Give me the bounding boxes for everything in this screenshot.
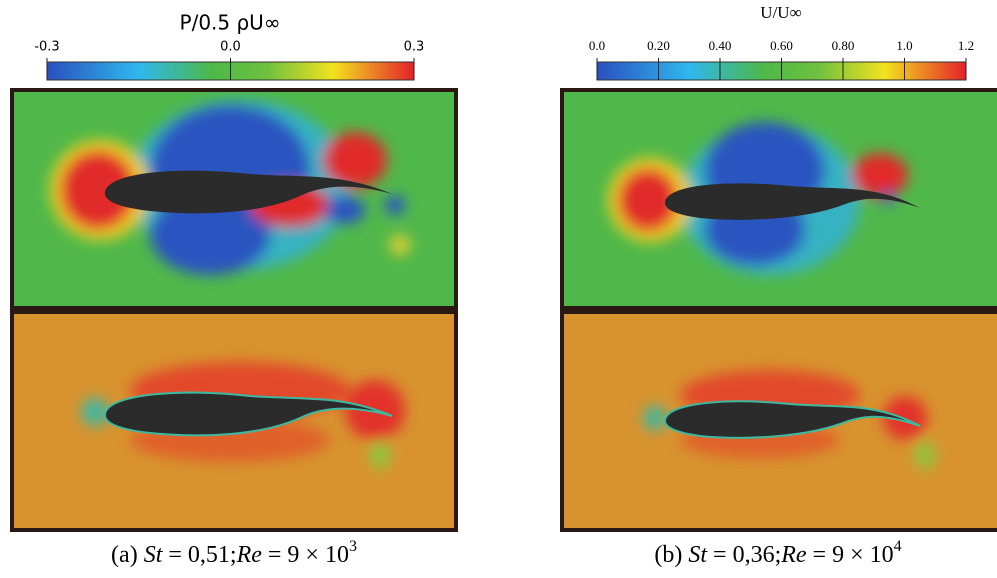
colorbar-tick-label: 1.0 — [896, 38, 912, 53]
caption-value: = 9 × 10 — [268, 542, 349, 568]
colorbar-tick-label: 0.0 — [589, 38, 605, 53]
colorbar-tick-label: 0.0 — [220, 40, 241, 55]
colorbar-tick-label: 0.40 — [709, 38, 732, 53]
pressure-field-top — [10, 88, 458, 310]
velocity-field-bottom — [10, 310, 458, 532]
colorbar-tick-label: 0.60 — [770, 38, 793, 53]
caption-exponent: 3 — [349, 538, 357, 555]
velocity-field-top — [560, 88, 997, 310]
caption: (a) St = 0,51;Re = 9 × 103 — [111, 538, 357, 568]
caption-symbol: Re — [780, 542, 807, 568]
caption-label: (b) — [654, 542, 682, 568]
caption-value: = 0,36; — [713, 542, 781, 568]
caption-value: = 0,51; — [168, 542, 236, 568]
colorbar-tick-label: 0.20 — [647, 38, 670, 53]
velocity-field-bottom-b — [560, 310, 997, 532]
colorbar-tick-label: -0.3 — [34, 40, 59, 55]
colorbar-tick-label: 0.3 — [404, 40, 425, 55]
colorbar-title: U/U∞ — [760, 3, 801, 22]
caption-value: = 9 × 10 — [813, 542, 894, 568]
caption-label: (a) — [111, 542, 138, 568]
caption-symbol: St — [688, 542, 708, 568]
colorbar-tick-label: 1.2 — [958, 38, 974, 53]
colorbar-title: P/0.5 ρU∞ — [180, 11, 281, 35]
caption-symbol: Re — [236, 542, 263, 568]
caption-exponent: 4 — [894, 538, 902, 555]
caption-symbol: St — [144, 542, 164, 568]
colorbar-tick-label: 0.80 — [832, 38, 855, 53]
caption: (b) St = 0,36;Re = 9 × 104 — [654, 538, 901, 568]
